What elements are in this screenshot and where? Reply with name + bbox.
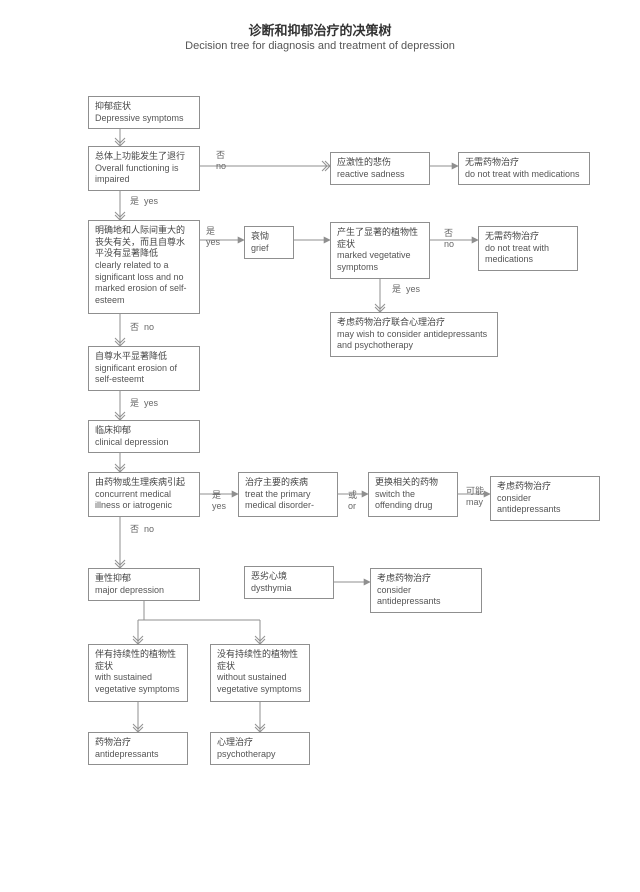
- node-text-zh: 考虑药物治疗联合心理治疗: [337, 317, 491, 329]
- node-text-en: marked vegetative symptoms: [337, 250, 423, 273]
- node-text-zh: 自尊水平显著降低: [95, 351, 193, 363]
- node-text-zh: 无需药物治疗: [485, 231, 571, 243]
- node-text-en: clearly related to a significant loss an…: [95, 260, 193, 307]
- node-text-en: grief: [251, 243, 287, 255]
- node-text-zh: 应激性的悲伤: [337, 157, 423, 169]
- edge-label-l_yes5: 是yes: [212, 490, 226, 512]
- node-text-zh: 药物治疗: [95, 737, 181, 749]
- node-text-zh: 恶劣心境: [251, 571, 327, 583]
- edge-label-l_no3: 否 no: [130, 322, 154, 333]
- node-text-zh: 重性抑郁: [95, 573, 193, 585]
- node-text-en: may wish to consider antidepressants and…: [337, 329, 491, 352]
- node-text-en: treat the primary medical disorder-: [245, 489, 331, 512]
- node-n20: 没有持续性的植物性症状without sustained vegetative …: [210, 644, 310, 702]
- node-text-zh: 由药物或生理疾病引起: [95, 477, 193, 489]
- node-text-zh: 抑郁症状: [95, 101, 193, 113]
- node-n8: 无需药物治疗do not treat with medications: [478, 226, 578, 271]
- edge-label-l_no4: 否 no: [130, 524, 154, 535]
- node-n21: 药物治疗antidepressants: [88, 732, 188, 765]
- node-text-en: switch the offending drug: [375, 489, 451, 512]
- node-text-en: do not treat with medications: [465, 169, 583, 181]
- node-text-zh: 明确地和人际间重大的丧失有关，而且自尊水平没有显著降低: [95, 225, 193, 260]
- title-en: Decision tree for diagnosis and treatmen…: [0, 40, 640, 52]
- edge-label-l_yes1: 是 yes: [130, 196, 158, 207]
- node-text-en: consider antidepressants: [377, 585, 475, 608]
- node-n4: 无需药物治疗do not treat with medications: [458, 152, 590, 185]
- node-n9: 考虑药物治疗联合心理治疗may wish to consider antidep…: [330, 312, 498, 357]
- edge-label-l_yes2: 是yes: [206, 226, 220, 248]
- node-n5: 明确地和人际间重大的丧失有关，而且自尊水平没有显著降低clearly relat…: [88, 220, 200, 314]
- node-text-en: do not treat with medications: [485, 243, 571, 266]
- node-text-en: significant erosion of self-esteemt: [95, 363, 193, 386]
- node-text-zh: 更换相关的药物: [375, 477, 451, 489]
- node-text-zh: 治疗主要的疾病: [245, 477, 331, 489]
- node-n22: 心理治疗psychotherapy: [210, 732, 310, 765]
- node-n2: 总体上功能发生了退行Overall functioning is impaire…: [88, 146, 200, 191]
- edge-label-l_no1: 否no: [216, 150, 226, 172]
- edge-label-l_or: 或or: [348, 490, 357, 512]
- node-n1: 抑郁症状Depressive symptoms: [88, 96, 200, 129]
- node-text-en: Overall functioning is impaired: [95, 163, 193, 186]
- node-text-en: psychotherapy: [217, 749, 303, 761]
- node-text-en: reactive sadness: [337, 169, 423, 181]
- node-n7: 产生了显著的植物性症状marked vegetative symptoms: [330, 222, 430, 279]
- edge-label-l_may: 可能may: [466, 486, 484, 508]
- node-n16: 重性抑郁major depression: [88, 568, 200, 601]
- node-text-en: antidepressants: [95, 749, 181, 761]
- edge-label-l_yes3: 是 yes: [392, 284, 420, 295]
- node-n11: 临床抑郁clinical depression: [88, 420, 200, 453]
- node-text-en: concurrent medical illness or iatrogenic: [95, 489, 193, 512]
- node-text-zh: 哀恸: [251, 231, 287, 243]
- node-n17: 恶劣心境dysthymia: [244, 566, 334, 599]
- node-n12: 由药物或生理疾病引起concurrent medical illness or …: [88, 472, 200, 517]
- node-text-zh: 没有持续性的植物性症状: [217, 649, 303, 672]
- node-text-en: with sustained vegetative symptoms: [95, 672, 181, 695]
- node-text-zh: 无需药物治疗: [465, 157, 583, 169]
- node-text-zh: 产生了显著的植物性症状: [337, 227, 423, 250]
- title-zh: 诊断和抑郁治疗的决策树: [0, 20, 640, 39]
- node-text-en: dysthymia: [251, 583, 327, 595]
- node-text-en: consider antidepressants: [497, 493, 593, 516]
- edge-label-l_no2: 否no: [444, 228, 454, 250]
- node-n13: 治疗主要的疾病treat the primary medical disorde…: [238, 472, 338, 517]
- node-n6: 哀恸grief: [244, 226, 294, 259]
- node-text-zh: 考虑药物治疗: [377, 573, 475, 585]
- node-text-zh: 总体上功能发生了退行: [95, 151, 193, 163]
- node-n15: 考虑药物治疗consider antidepressants: [490, 476, 600, 521]
- edge-label-l_yes4: 是 yes: [130, 398, 158, 409]
- node-text-zh: 考虑药物治疗: [497, 481, 593, 493]
- node-text-en: Depressive symptoms: [95, 113, 193, 125]
- node-text-en: clinical depression: [95, 437, 193, 449]
- node-n10: 自尊水平显著降低significant erosion of self-este…: [88, 346, 200, 391]
- node-text-zh: 伴有持续性的植物性症状: [95, 649, 181, 672]
- node-n19: 伴有持续性的植物性症状with sustained vegetative sym…: [88, 644, 188, 702]
- diagram-stage: 诊断和抑郁治疗的决策树 Decision tree for diagnosis …: [0, 0, 640, 892]
- node-text-zh: 临床抑郁: [95, 425, 193, 437]
- node-n18: 考虑药物治疗consider antidepressants: [370, 568, 482, 613]
- node-text-en: major depression: [95, 585, 193, 597]
- node-text-en: without sustained vegetative symptoms: [217, 672, 303, 695]
- node-text-zh: 心理治疗: [217, 737, 303, 749]
- node-n14: 更换相关的药物switch the offending drug: [368, 472, 458, 517]
- node-n3: 应激性的悲伤reactive sadness: [330, 152, 430, 185]
